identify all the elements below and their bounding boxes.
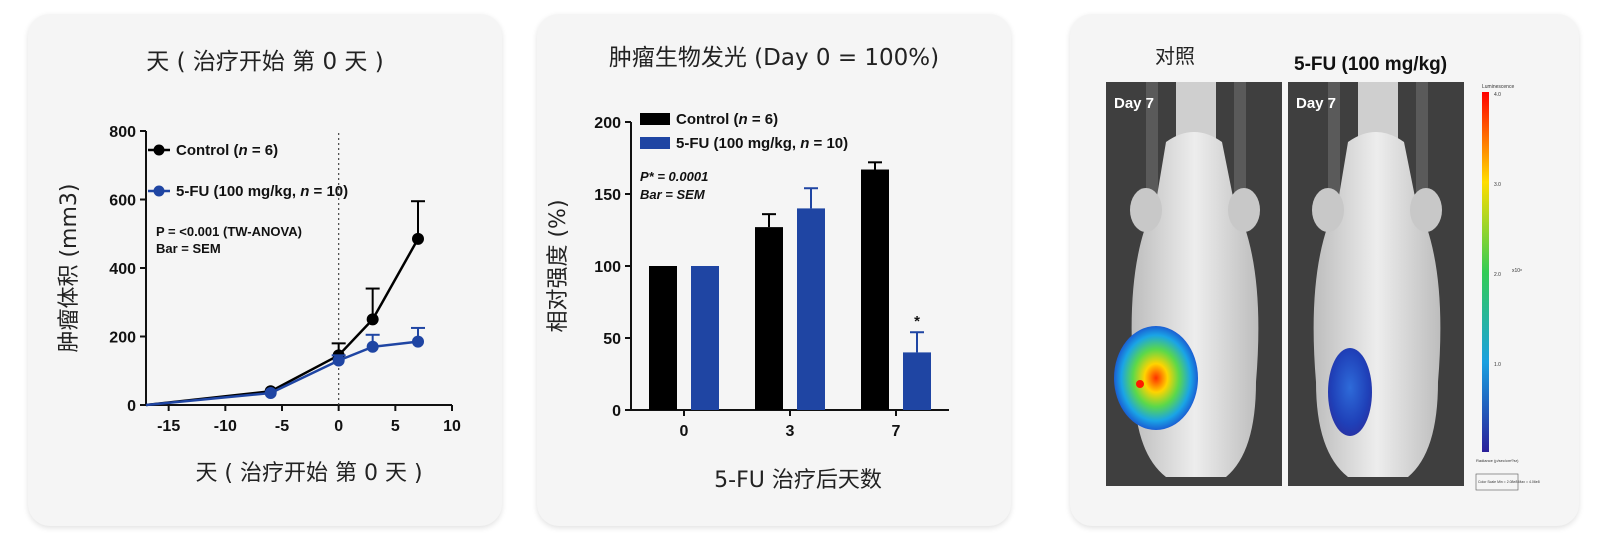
bioluminescence-chart: 0 50 100 150 200 0 3 7 * Control (n = 6) 5-FU (100… bbox=[546, 111, 949, 493]
color-scale-bar bbox=[1482, 92, 1489, 452]
y-axis-title: 肿瘤体积 (mm3) bbox=[57, 183, 82, 352]
imaging-card: 对照 5-FU (100 mg/kg) bbox=[1070, 14, 1579, 526]
data-point bbox=[366, 313, 379, 326]
legend-swatch bbox=[640, 137, 670, 149]
x-tick-label: 0 bbox=[680, 423, 689, 440]
data-point bbox=[412, 232, 424, 245]
x-tick-label: 7 bbox=[892, 423, 901, 440]
bar-treatment bbox=[903, 352, 931, 410]
scale-footer: Radiance (p/sec/cm²/sr) bbox=[1476, 458, 1519, 463]
y-tick-label: 800 bbox=[109, 124, 136, 141]
scale-tick-2: 2.0 bbox=[1494, 272, 1501, 278]
legend-label-treatment: 5-FU (100 mg/kg, n = 10) bbox=[676, 135, 848, 152]
bar-treatment bbox=[797, 208, 825, 410]
x-tick-label: 10 bbox=[443, 418, 461, 435]
bioluminescence-title: 肿瘤生物发光 (Day 0 = 100%) bbox=[608, 45, 940, 71]
stats-note: P* = 0.0001 bbox=[640, 169, 708, 184]
bar-treatment bbox=[691, 266, 719, 410]
stats-note-sem: Bar = SEM bbox=[156, 241, 221, 256]
bar-control bbox=[755, 227, 783, 410]
y-tick-label: 200 bbox=[109, 330, 136, 347]
control-day-label: Day 7 bbox=[1114, 95, 1154, 112]
bar-control bbox=[861, 169, 889, 410]
x-tick-label: -15 bbox=[157, 418, 180, 435]
tumor-volume-title: 天 ( 治疗开始 第 0 天 ) bbox=[146, 49, 384, 75]
y-axis-title: 相对强度 (%) bbox=[546, 199, 571, 332]
color-scale: Luminescence 4.0 3.0 2.0 1.0 x10⁸ Radian… bbox=[1475, 84, 1540, 491]
y-tick-label: 400 bbox=[109, 261, 136, 278]
legend-label-control: Control (n = 6) bbox=[676, 111, 778, 128]
bar-control bbox=[649, 266, 677, 410]
scale-tick-1: 1.0 bbox=[1494, 362, 1501, 368]
treatment-day-label: Day 7 bbox=[1296, 95, 1336, 112]
x-tick-label: -5 bbox=[275, 418, 289, 435]
x-axis-title: 5-FU 治疗后天数 bbox=[714, 468, 882, 493]
x-tick-label: 5 bbox=[391, 418, 400, 435]
bioluminescence-card: 肿瘤生物发光 (Day 0 = 100%) 0 50 100 150 200 0 3 7 * Co… bbox=[537, 14, 1011, 526]
scale-tick-4: 4.0 bbox=[1494, 92, 1501, 98]
y-tick-label: 150 bbox=[594, 187, 621, 204]
x-tick-label: -10 bbox=[214, 418, 237, 435]
scale-tick-3: 3.0 bbox=[1494, 182, 1501, 188]
treatment-mouse-image: Day 7 bbox=[1288, 82, 1464, 486]
control-mouse-figure: Day 7 bbox=[1106, 82, 1282, 486]
significance-star: * bbox=[914, 313, 920, 330]
scale-info-box bbox=[1475, 473, 1519, 491]
stats-note: P = <0.001 (TW-ANOVA) bbox=[156, 224, 302, 239]
legend-marker bbox=[153, 144, 165, 156]
control-image-title: 对照 bbox=[1155, 44, 1195, 68]
treatment-image-title: 5-FU (100 mg/kg) bbox=[1294, 54, 1448, 75]
series-line-treatment bbox=[145, 340, 419, 407]
y-tick-label: 100 bbox=[594, 259, 621, 276]
stats-note-sem: Bar = SEM bbox=[640, 187, 706, 202]
y-tick-label: 0 bbox=[612, 403, 621, 420]
data-point bbox=[332, 354, 345, 367]
tumor-volume-card: 天 ( 治疗开始 第 0 天 ) 0 200 400 600 800 -15 -10 -5 0 5… bbox=[28, 14, 502, 526]
data-point bbox=[412, 335, 424, 348]
color-scale-title: Luminescence bbox=[1482, 84, 1514, 90]
control-mouse-image: Day 7 bbox=[1106, 82, 1282, 486]
legend-marker bbox=[153, 185, 165, 197]
x-axis-title: 天 ( 治疗开始 第 0 天 ) bbox=[195, 461, 422, 486]
legend-swatch bbox=[640, 113, 670, 125]
data-point bbox=[366, 340, 379, 353]
tumor-volume-chart: 0 200 400 600 800 -15 -10 -5 0 5 10 Control (n = 6)… bbox=[57, 124, 461, 486]
scale-exponent: x10⁸ bbox=[1512, 268, 1522, 274]
legend-label-control: Control (n = 6) bbox=[176, 142, 278, 159]
y-tick-label: 50 bbox=[603, 331, 621, 348]
y-tick-label: 0 bbox=[127, 398, 136, 415]
treatment-mouse-figure: Day 7 bbox=[1288, 82, 1464, 486]
y-tick-label: 600 bbox=[109, 193, 136, 210]
data-point bbox=[264, 387, 277, 400]
x-tick-label: 3 bbox=[786, 423, 795, 440]
legend-label-treatment: 5-FU (100 mg/kg, n = 10) bbox=[176, 183, 348, 200]
y-tick-label: 200 bbox=[594, 115, 621, 132]
x-tick-label: 0 bbox=[334, 418, 343, 435]
scale-info-text: Color Scale Min = 2.08e8 Max = 4.06e8 bbox=[1478, 480, 1540, 484]
